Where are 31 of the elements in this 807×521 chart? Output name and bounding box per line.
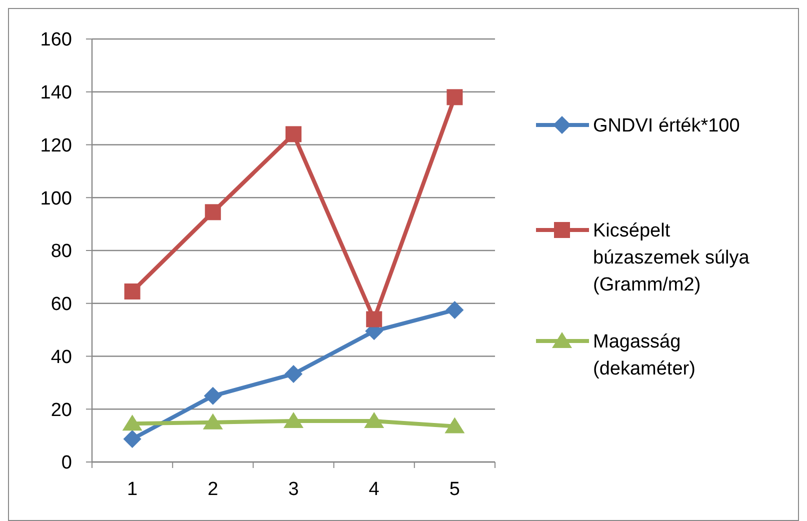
x-tick-label: 2 [208, 479, 218, 500]
point [364, 412, 384, 428]
y-tick-label: 120 [40, 135, 72, 156]
point [124, 283, 140, 300]
legend-label: GNDVI érték*100 [593, 116, 740, 137]
y-tick-label: 20 [50, 400, 72, 421]
y-tick-label: 0 [61, 452, 72, 474]
y-tick-label: 140 [40, 82, 72, 104]
legend-label: Magasság (dekaméter) [593, 332, 696, 380]
x-tick-label: 4 [368, 479, 380, 500]
point [122, 414, 142, 431]
x-tick-label: 5 [449, 479, 460, 500]
point [123, 430, 142, 448]
y-tick-label: 80 [50, 241, 72, 262]
point [202, 413, 223, 430]
point [286, 126, 302, 142]
y-tick-label: 60 [50, 294, 72, 316]
point [366, 311, 382, 328]
point [204, 386, 222, 405]
point [204, 204, 221, 220]
point [284, 412, 304, 428]
y-tick-label: 100 [40, 188, 72, 210]
x-tick-label: 1 [127, 479, 138, 500]
y-tick-label: 160 [40, 30, 72, 51]
point [446, 300, 464, 319]
point [444, 417, 465, 434]
point [284, 364, 302, 383]
y-tick-label: 40 [50, 346, 72, 368]
point [446, 89, 463, 106]
x-tick-label: 3 [288, 479, 299, 500]
legend-label: Kicsépelt búzaszemek súlya (Gramm/m2) [593, 220, 750, 296]
